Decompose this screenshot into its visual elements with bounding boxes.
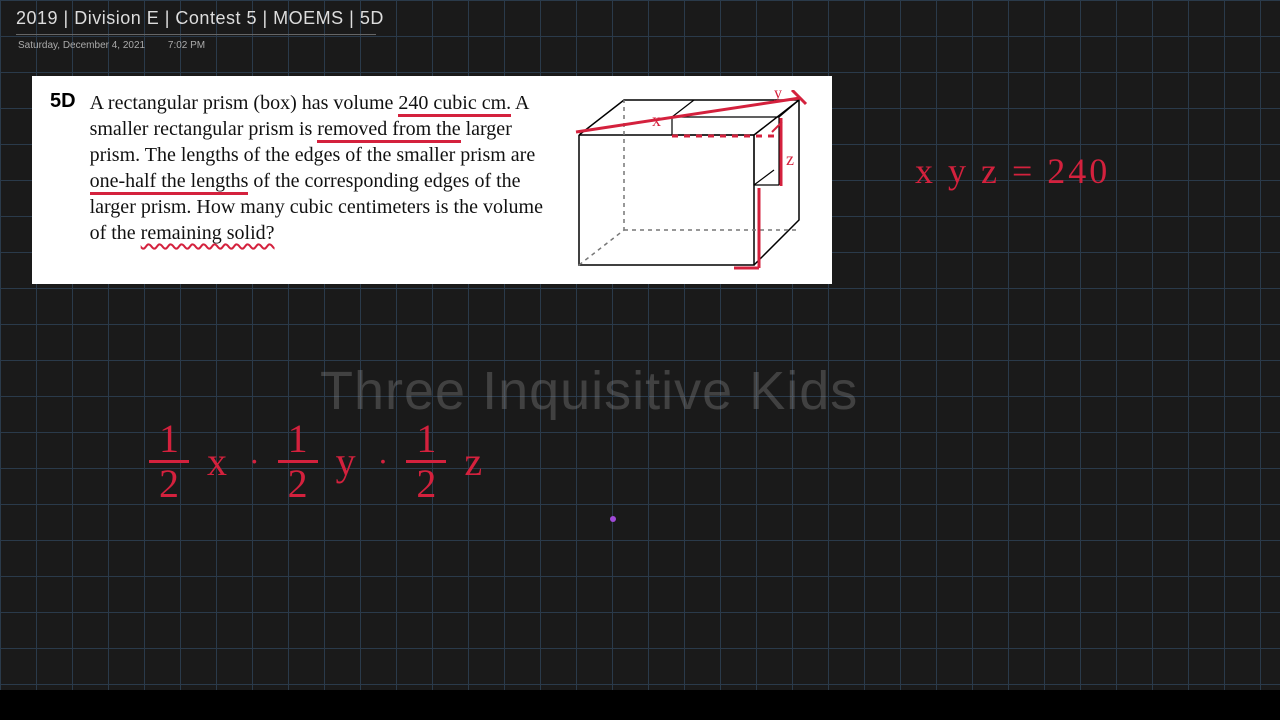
diagram-label-y: y	[774, 90, 782, 102]
title-underline	[16, 34, 376, 35]
problem-text-wavy: remaining solid?	[141, 222, 275, 244]
problem-text-underlined: 240 cubic cm.	[398, 92, 511, 117]
variable-x: x	[207, 438, 227, 485]
multiply-dot: ·	[378, 443, 389, 480]
fraction-numerator: 1	[406, 420, 446, 463]
fraction-numerator: 1	[149, 420, 189, 463]
pen-cursor	[610, 516, 616, 522]
watermark: Three Inquisitive Kids	[320, 360, 858, 422]
prism-svg: x y z	[564, 90, 814, 280]
multiply-dot: ·	[249, 443, 260, 480]
handwriting-eq-halves: 1 2 x · 1 2 y · 1 2 z	[145, 420, 490, 503]
problem-text-underlined: removed from the	[317, 118, 460, 143]
timestamp-date: Saturday, December 4, 2021	[18, 40, 145, 51]
timestamp: Saturday, December 4, 2021 7:02 PM	[18, 40, 205, 51]
handwriting-eq-xyz: x y z = 240	[915, 150, 1110, 192]
variable-z: z	[464, 438, 482, 485]
diagram-label-x: x	[652, 110, 661, 130]
fraction-half: 1 2	[278, 420, 318, 503]
fraction-denominator: 2	[159, 463, 179, 503]
problem-label: 5D	[50, 90, 76, 270]
variable-y: y	[336, 438, 356, 485]
timestamp-time: 7:02 PM	[168, 40, 205, 51]
problem-text: A rectangular prism (box) has volume 240…	[90, 90, 554, 270]
fraction-half: 1 2	[406, 420, 446, 503]
problem-text-part: A rectangular prism (box) has volume	[90, 92, 399, 114]
problem-card: 5D A rectangular prism (box) has volume …	[32, 76, 832, 284]
diagram-label-z: z	[786, 149, 794, 169]
page-title: 2019 | Division E | Contest 5 | MOEMS | …	[16, 8, 384, 29]
prism-diagram: x y z	[564, 90, 814, 270]
fraction-numerator: 1	[278, 420, 318, 463]
fraction-half: 1 2	[149, 420, 189, 503]
fraction-denominator: 2	[288, 463, 308, 503]
fraction-denominator: 2	[416, 463, 436, 503]
problem-text-underlined: one-half the lengths	[90, 170, 249, 195]
